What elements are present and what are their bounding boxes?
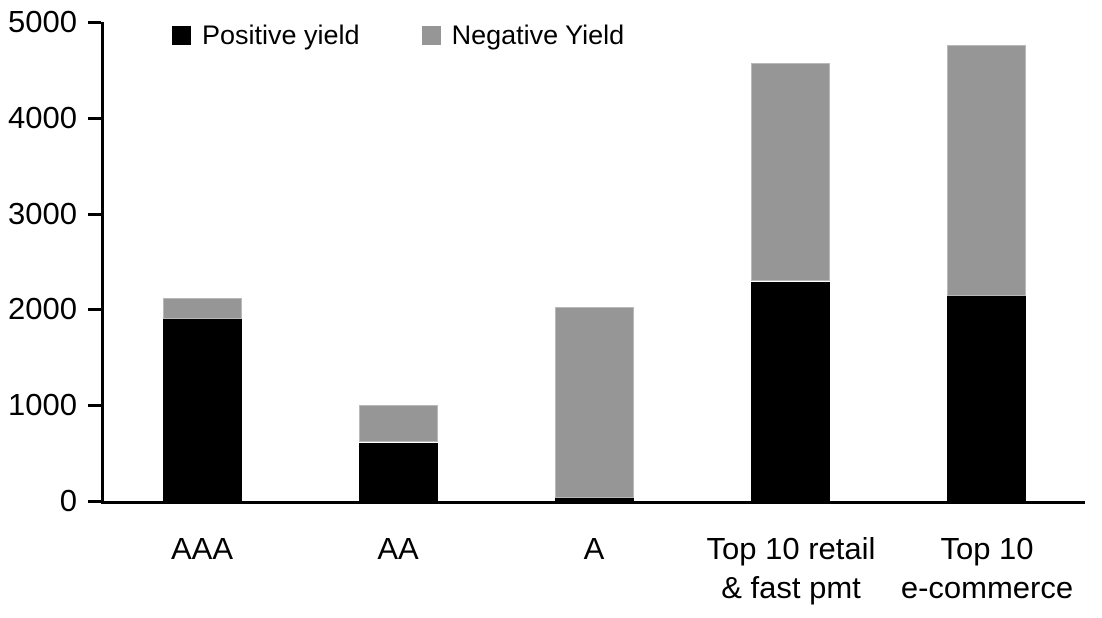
x-axis-label-top-10-retail: Top 10 retail & fast pmt — [706, 531, 876, 605]
y-tick-label-5000: 5000 — [8, 4, 77, 39]
y-tick-label-3000: 3000 — [8, 196, 77, 231]
bar-segment-negative-aaa — [163, 298, 242, 319]
legend-swatch-negative-yield-icon — [421, 26, 441, 45]
legend-swatch-positive-yield-icon — [172, 26, 191, 45]
bar-segment-positive-aaa — [163, 319, 242, 501]
bar-segment-positive-top-10 — [947, 296, 1026, 501]
x-axis-label-top-10: Top 10 e-commerce — [900, 531, 1074, 605]
y-axis-tick-0 — [88, 500, 101, 503]
chart-legend: Positive yield Negative Yield — [172, 22, 624, 49]
y-tick-label-2000: 2000 — [8, 291, 77, 326]
bar-segment-positive-a — [555, 497, 634, 501]
bar-segment-negative-top-10-retail — [751, 63, 830, 281]
legend-item-positive-yield: Positive yield — [172, 22, 360, 49]
x-axis-label-a: A — [583, 531, 605, 566]
y-tick-label-4000: 4000 — [8, 100, 77, 135]
bar-segment-negative-aa — [359, 405, 438, 442]
legend-label-positive-yield: Positive yield — [202, 20, 360, 50]
y-axis-tick-3000 — [88, 213, 101, 216]
y-axis-line — [101, 22, 104, 504]
y-axis-tick-2000 — [88, 308, 101, 311]
y-axis-tick-1000 — [88, 404, 101, 407]
y-tick-label-0: 0 — [59, 483, 77, 518]
bar-segment-positive-aa — [359, 443, 438, 501]
y-tick-label-1000: 1000 — [8, 387, 77, 422]
bar-segment-positive-top-10-retail — [751, 282, 830, 501]
legend-label-negative-yield: Negative Yield — [451, 20, 625, 50]
legend-item-negative-yield: Negative Yield — [421, 20, 625, 50]
x-axis-line — [101, 501, 1085, 504]
x-axis-label-aaa: AAA — [170, 531, 234, 566]
x-axis-label-aa: AA — [377, 531, 419, 566]
bar-segment-negative-top-10 — [947, 45, 1026, 296]
y-axis-tick-4000 — [88, 117, 101, 120]
bar-segment-negative-a — [555, 307, 634, 498]
y-axis-tick-5000 — [88, 21, 101, 24]
